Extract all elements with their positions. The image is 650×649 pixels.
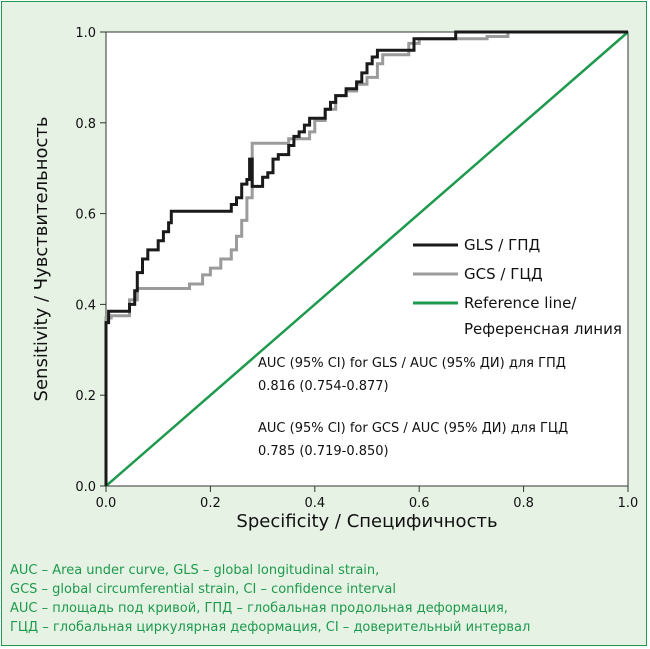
legend-entry-reference: Reference line/Референсная линия [413,294,622,338]
legend-label-line2: Референсная линия [464,320,622,338]
auc-annotations: AUC (95% CI) for GLS / AUC (95% ДИ) для … [258,356,568,459]
x-tick-label: 0.8 [513,496,534,511]
legend-entry-gcs: GCS / ГЦД [413,265,543,283]
y-tick-label: 0.2 [75,389,96,404]
reference-line [105,31,629,487]
auc-annotation: AUC (95% CI) for GLS / AUC (95% ДИ) для … [258,356,566,394]
x-tick-label: 0.2 [200,496,221,511]
footnote-line-2: GCS – global circumferential strain, CI … [10,582,396,597]
x-tick-label: 0.6 [409,496,430,511]
legend-label: GLS / ГПД [464,236,540,254]
legend-label: GCS / ГЦД [464,265,543,283]
footnote-line-3: AUC – площадь под кривой, ГПД – глобальн… [10,601,508,616]
auc-annotation-value: 0.816 (0.754-0.877) [258,379,389,394]
legend-label: Reference line/ [464,294,577,312]
x-tick-label: 0.0 [96,496,117,511]
y-tick-label: 0.6 [75,208,96,223]
x-tick-label: 0.4 [304,496,325,511]
auc-annotation-title: AUC (95% CI) for GCS / AUC (95% ДИ) для … [258,421,568,436]
legend: GLS / ГПД GCS / ГЦД Reference line/Референ… [413,236,622,338]
y-tick-label: 0.4 [75,298,96,313]
auc-annotation-value: 0.785 (0.719-0.850) [258,444,389,459]
gcs-curve [104,30,628,486]
roc-chart: 0.0 0.2 0.4 0.6 0.8 1.0 0.0 0.2 0.4 0.6 0.8 1.0 GLS… [31,26,639,532]
x-axis-title: Specificity / Специфичность [236,511,497,532]
y-tick-label: 0.8 [75,117,96,132]
auc-annotation-title: AUC (95% CI) for GLS / AUC (95% ДИ) для … [258,356,566,371]
footnote-line-4: ГЦД – глобальная циркулярная деформация,… [10,620,531,635]
footnote-line-1: AUC – Area under curve, GLS – global lon… [10,563,380,578]
legend-entry-gls: GLS / ГПД [413,236,540,254]
gls-curve [104,30,628,486]
y-tick-label: 0.0 [75,480,96,495]
auc-annotation: AUC (95% CI) for GCS / AUC (95% ДИ) для … [258,421,568,459]
series-layer [104,30,629,487]
y-axis-title: Sensitivity / Чувствительность [31,117,52,402]
y-tick-label: 1.0 [75,26,96,41]
x-tick-label: 1.0 [618,496,639,511]
